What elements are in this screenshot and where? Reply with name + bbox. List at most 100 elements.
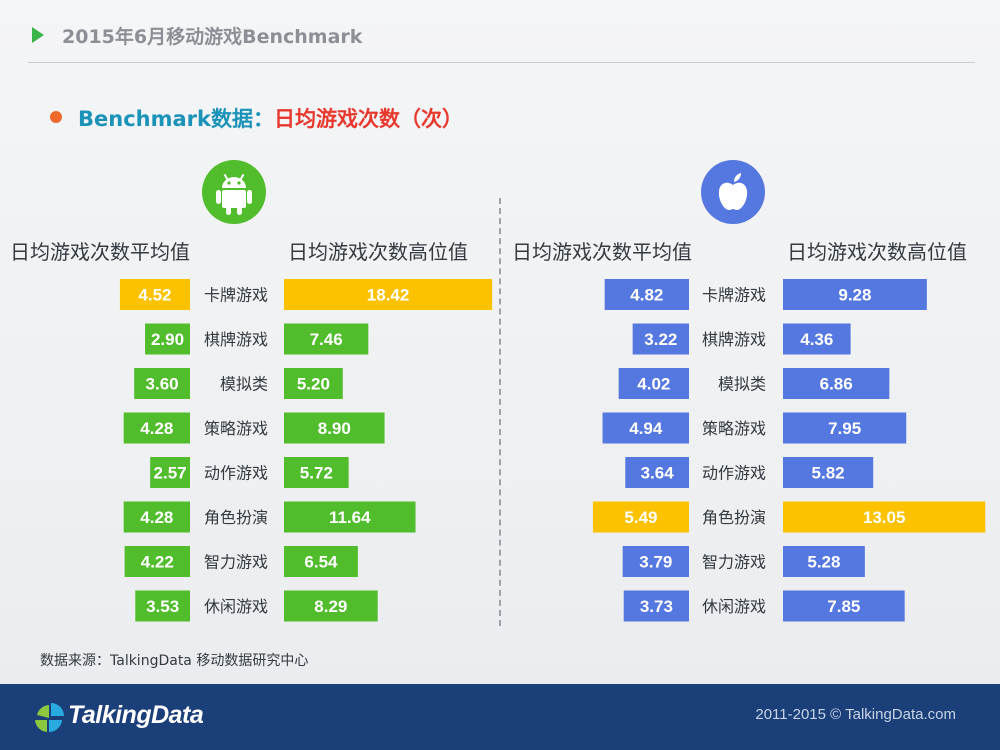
section-subtitle: Benchmark数据：日均游戏次数（次）: [78, 103, 463, 133]
ios-avg-value-label: 3.22: [644, 330, 677, 349]
ios-high-bar: [783, 323, 851, 355]
android-avg-bar: [123, 501, 190, 533]
android-category-label: 策略游戏: [204, 419, 268, 438]
android-category-label: 棋牌游戏: [204, 330, 268, 349]
android-avg-bar: [135, 590, 190, 622]
android-high-bar: [284, 368, 343, 399]
data-source-note: 数据来源：TalkingData 移动数据研究中心: [40, 653, 309, 669]
ios-avg-value-label: 4.82: [630, 286, 663, 305]
android-avg-bar: [145, 323, 190, 355]
android-high-value-label: 5.20: [297, 375, 330, 394]
android-category-label: 模拟类: [220, 375, 268, 394]
android-avg-value-label: 4.28: [140, 419, 173, 438]
ios-avg-value-label: 4.02: [637, 375, 670, 394]
android-category-label: 智力游戏: [204, 553, 268, 572]
ios-avg-header: 日均游戏次数平均值: [512, 240, 692, 264]
ios-avg-value-label: 5.49: [624, 508, 657, 527]
android-avg-value-label: 4.22: [141, 553, 174, 572]
subtitle-prefix: Benchmark数据：: [78, 107, 274, 131]
android-avg-bar: [123, 412, 190, 444]
ios-avg-value-label: 3.73: [640, 597, 673, 616]
android-category-label: 角色扮演: [204, 508, 268, 527]
android-high-value-label: 11.64: [329, 508, 371, 527]
ios-high-bar: [783, 590, 905, 622]
android-avg-bar: [134, 368, 190, 399]
ios-high-bar: [783, 412, 907, 444]
android-avg-value-label: 3.53: [146, 597, 179, 616]
talkingdata-logo: TalkingData: [34, 696, 234, 736]
ios-high-bar: [783, 279, 927, 310]
ios-avg-bar: [623, 590, 689, 622]
page-title: 2015年6月移动游戏Benchmark: [62, 26, 363, 48]
android-high-value-label: 5.72: [300, 464, 333, 483]
android-icon: [202, 160, 266, 224]
ios-high-bar: [783, 501, 986, 533]
ios-high-bar: [783, 546, 865, 577]
ios-category-label: 策略游戏: [702, 419, 766, 438]
android-high-header: 日均游戏次数高位值: [288, 240, 468, 264]
android-avg-value-label: 2.57: [154, 464, 187, 483]
ios-high-header: 日均游戏次数高位值: [787, 240, 967, 264]
android-avg-bar: [150, 457, 190, 488]
ios-avg-bar: [602, 412, 689, 444]
android-avg-value-label: 4.28: [140, 508, 173, 527]
android-high-bar: [284, 412, 385, 444]
logo-pie-icon: [35, 703, 64, 733]
copyright-text: 2011-2015 © TalkingData.com: [755, 706, 956, 723]
android-high-bar: [284, 501, 416, 533]
ios-category-label: 动作游戏: [702, 464, 766, 483]
brand-name: TalkingData: [68, 701, 204, 729]
ios-avg-bar: [622, 546, 689, 577]
android-high-value-label: 8.29: [314, 597, 347, 616]
ios-high-value-label: 5.82: [812, 464, 845, 483]
ios-avg-value-label: 4.94: [629, 419, 663, 438]
ios-high-value-label: 7.95: [828, 419, 861, 438]
header-divider: [28, 62, 975, 63]
ios-category-label: 智力游戏: [702, 553, 766, 572]
android-avg-header: 日均游戏次数平均值: [10, 240, 190, 264]
ios-category-label: 模拟类: [718, 375, 766, 394]
ios-high-value-label: 13.05: [863, 508, 906, 527]
footer-bar: TalkingData 2011-2015 © TalkingData.com: [0, 684, 1000, 750]
ios-category-label: 角色扮演: [702, 508, 766, 527]
android-avg-value-label: 2.90: [151, 330, 184, 349]
android-avg-value-label: 4.52: [138, 286, 171, 305]
ios-category-label: 卡牌游戏: [702, 286, 766, 305]
ios-avg-value-label: 3.64: [641, 464, 675, 483]
android-avg-value-label: 3.60: [146, 375, 179, 394]
ios-avg-bar: [632, 323, 689, 355]
ios-avg-bar: [625, 457, 689, 488]
ios-high-value-label: 6.86: [820, 375, 853, 394]
android-high-bar: [284, 546, 358, 577]
android-avg-bar: [119, 279, 190, 310]
play-arrow-icon: [32, 27, 44, 43]
android-high-bar: [284, 590, 378, 622]
platform-divider: [499, 198, 501, 626]
subtitle-metric: 日均游戏次数（次）: [273, 107, 463, 131]
ios-high-value-label: 7.85: [827, 597, 860, 616]
android-high-value-label: 18.42: [367, 286, 410, 305]
ios-avg-bar: [618, 368, 689, 399]
ios-category-label: 棋牌游戏: [702, 330, 766, 349]
android-avg-bar: [124, 546, 190, 577]
android-category-label: 卡牌游戏: [204, 286, 268, 305]
android-category-label: 休闲游戏: [204, 597, 268, 616]
android-high-value-label: 6.54: [304, 553, 338, 572]
ios-high-bar: [783, 368, 890, 399]
android-category-label: 动作游戏: [204, 464, 268, 483]
ios-high-value-label: 4.36: [800, 330, 833, 349]
ios-avg-bar: [604, 279, 689, 310]
ios-category-label: 休闲游戏: [702, 597, 766, 616]
android-high-value-label: 8.90: [318, 419, 351, 438]
android-high-bar: [284, 457, 349, 488]
apple-icon: [701, 160, 765, 224]
ios-avg-value-label: 3.79: [639, 553, 672, 572]
ios-high-value-label: 9.28: [838, 286, 871, 305]
android-high-value-label: 7.46: [310, 330, 343, 349]
ios-avg-bar: [592, 501, 689, 533]
ios-high-bar: [783, 457, 874, 488]
bullet-dot-icon: [50, 111, 62, 123]
android-high-bar: [284, 279, 493, 310]
android-high-bar: [284, 323, 369, 355]
